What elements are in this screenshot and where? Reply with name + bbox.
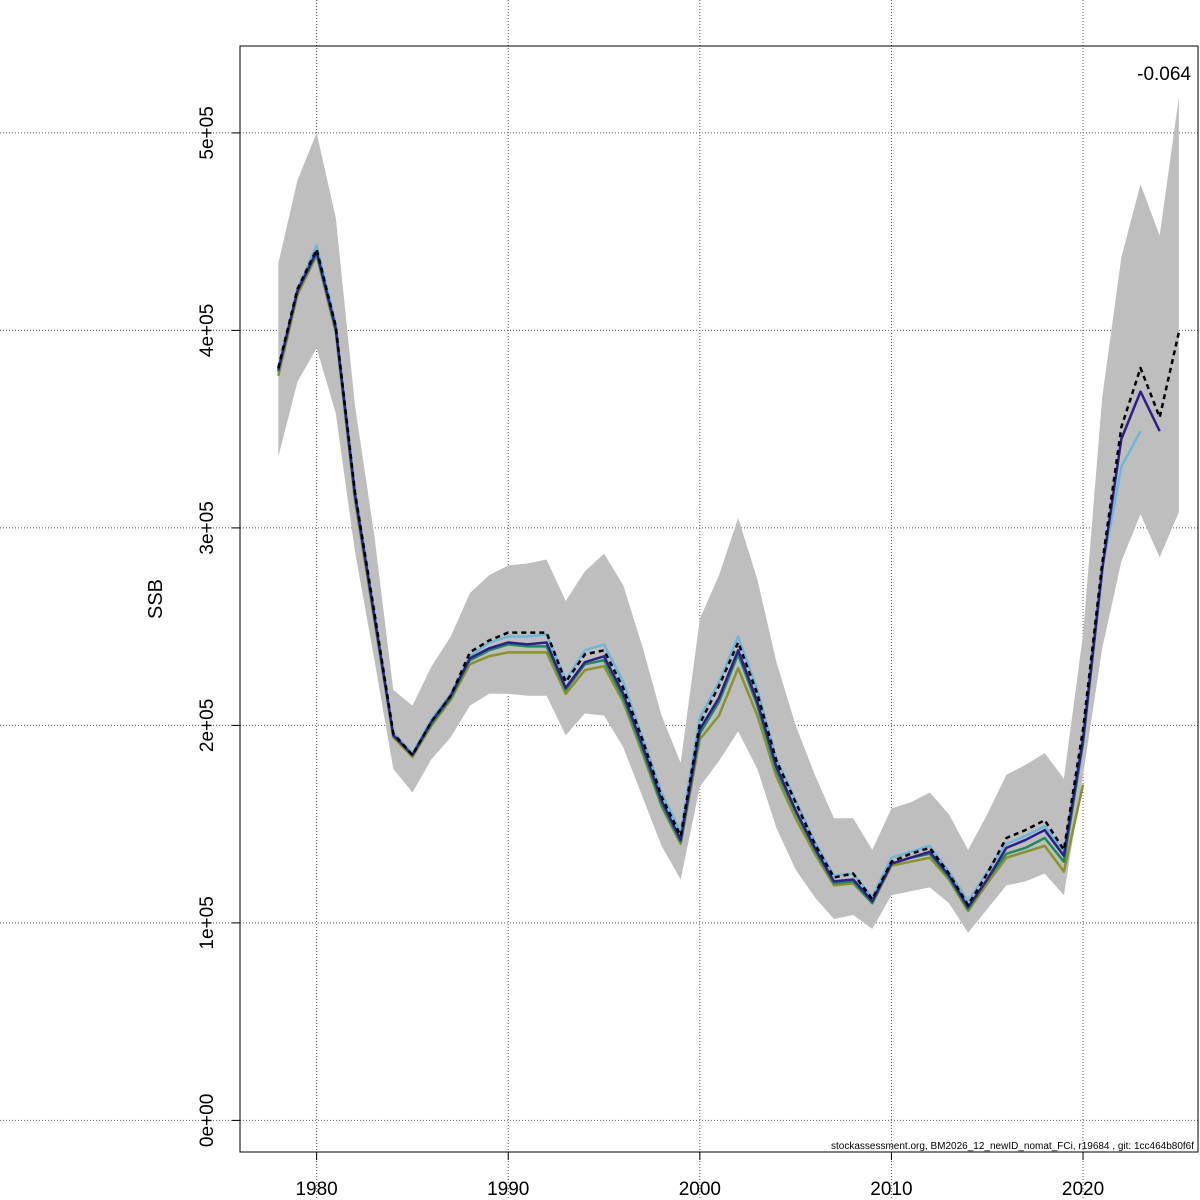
mohns-rho-label: -0.064 — [1137, 64, 1191, 85]
footer-source-label: stockassessment.org, BM2026_12_newID_nom… — [831, 1141, 1194, 1152]
confidence-band — [278, 97, 1179, 933]
x-tick-label-2000: 2000 — [679, 1179, 721, 1200]
x-tick-label-2020: 2020 — [1062, 1179, 1104, 1200]
y-axis-title: SSB — [145, 579, 167, 619]
y-tick-label-5e+05: 5e+05 — [197, 106, 218, 159]
y-tick-label-4e+05: 4e+05 — [197, 304, 218, 357]
confidence-band-layer — [278, 97, 1179, 933]
plot-frame — [239, 45, 1199, 1153]
y-axis: 0e+00 1e+05 2e+05 3e+05 4e+05 5e+05 — [197, 106, 240, 1147]
series-lines-layer — [277, 244, 1181, 913]
x-tick-label-1980: 1980 — [295, 1179, 337, 1200]
x-tick-label-2010: 2010 — [870, 1179, 912, 1200]
x-axis: 1980 1990 2000 2010 2020 — [295, 1152, 1104, 1200]
y-tick-label-3e+05: 3e+05 — [197, 501, 218, 554]
y-tick-label-0e+00: 0e+00 — [197, 1094, 218, 1147]
x-tick-label-1990: 1990 — [487, 1179, 529, 1200]
y-tick-label-1e+05: 1e+05 — [197, 896, 218, 949]
y-tick-label-2e+05: 2e+05 — [197, 699, 218, 752]
series-line-1 — [277, 248, 1181, 907]
